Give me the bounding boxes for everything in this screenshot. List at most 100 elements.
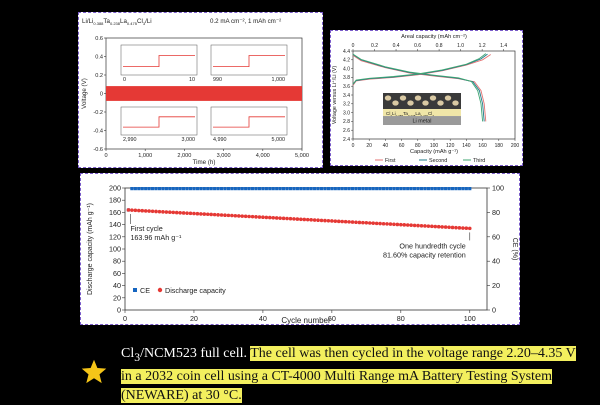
caption-sub: 3: [134, 350, 141, 364]
chart-b-inset-particle: [437, 100, 444, 106]
chart-b-legend-label: Third: [473, 158, 485, 164]
chart-b-svg: Areal capacity (mAh cm⁻²) 0 0.2 0.4 0.6 0.8 1.…: [331, 34, 519, 164]
chart-c-ce-point: [240, 187, 244, 191]
chart-c-capacity-point: [261, 215, 265, 220]
chart-b-xtick-label: 100: [430, 143, 439, 149]
chart-c-capacity-point: [285, 216, 289, 221]
chart-c-ytick-label: 100: [109, 245, 121, 254]
chart-c-ce-point: [157, 187, 162, 191]
chart-c-capacity-point: [312, 218, 317, 222]
chart-c-legend-label: Discharge capacity: [165, 286, 226, 295]
chart-c-ce-point: [440, 187, 444, 191]
chart-c-ce-point: [468, 187, 472, 191]
chart-a-inset-xtick: 5,000: [272, 137, 286, 143]
chart-c-ce-point: [371, 187, 375, 191]
chart-b-xtick-label: 80: [415, 143, 421, 149]
chart-c-ce-point: [461, 187, 465, 191]
chart-c-legend-swatch: [133, 288, 137, 292]
chart-c-ce-point: [381, 187, 386, 191]
chart-c-capacity-point: [381, 221, 386, 226]
chart-c-ce-point: [354, 187, 358, 191]
chart-c-capacity-point: [419, 223, 424, 228]
chart-c-annotation-last-line1: One hundredth cycle: [399, 241, 465, 250]
chart-c-ce-point: [347, 187, 351, 191]
chart-c-capacity-point: [281, 216, 286, 221]
chart-c-capacity-point: [126, 208, 131, 212]
chart-c-capacity-point: [347, 220, 351, 224]
chart-c-ce-point: [168, 187, 172, 191]
chart-b-series-third-charge: [352, 53, 487, 85]
chart-b-xtick-label: 140: [462, 143, 471, 149]
chart-c-ce-point: [330, 187, 334, 191]
chart-c-capacity-point: [199, 212, 203, 216]
chart-c-ce-point: [288, 187, 293, 191]
chart-c-ce-point: [402, 187, 406, 191]
chart-a-xtick-label: 5,000: [295, 153, 309, 159]
chart-c-capacity-point: [292, 217, 296, 221]
chart-c-ce-point: [378, 187, 382, 191]
chart-b-x2tick-label: 0.6: [414, 43, 421, 49]
chart-c-ce-point: [295, 187, 299, 191]
chart-c-capacity-point: [226, 213, 231, 218]
chart-c-capacity-point: [157, 209, 162, 214]
chart-c-ce-point: [178, 187, 182, 191]
chart-c-capacity-point: [216, 213, 220, 217]
chart-c-ce-point: [271, 187, 275, 191]
chart-c-ytick-label: 140: [109, 220, 121, 229]
chart-c-ce-point: [275, 187, 279, 191]
chart-c-capacity-point: [357, 220, 362, 225]
chart-c-capacity-point: [447, 225, 451, 230]
chart-c-capacity-point: [205, 212, 210, 217]
chart-c-capacity-point: [133, 208, 138, 213]
chart-c-ce-point: [219, 187, 224, 191]
chart-c-capacity-point: [374, 221, 379, 226]
chart-c-capacity-point: [150, 209, 155, 214]
chart-c-ce-point: [223, 187, 227, 191]
chart-c-ce-point: [323, 187, 327, 191]
chart-c-xlabel: Cycle number: [281, 316, 331, 324]
chart-a-inset-xtick: 4,990: [213, 137, 227, 143]
chart-c-ytick-label: 160: [109, 208, 121, 217]
chart-c-annotation-first-line2: 163.96 mAh g⁻¹: [130, 233, 182, 242]
chart-c-capacity-point: [443, 225, 448, 229]
chart-c-xtick-label: 60: [328, 314, 336, 323]
chart-b-ytick-label: 2.6: [343, 128, 350, 134]
chart-c-capacity-point: [188, 211, 193, 216]
chart-a-ytick-label: -0.4: [93, 129, 103, 135]
chart-c-ce-point: [409, 187, 413, 191]
chart-c-y2tick-label: 40: [492, 257, 500, 266]
chart-c-ce-point: [206, 187, 210, 191]
chart-a-ylabel: Voltage (V): [81, 78, 88, 109]
chart-c-ce-point: [413, 187, 417, 191]
chart-c-capacity-point: [264, 215, 269, 220]
chart-c-capacity-point: [250, 214, 255, 219]
chart-c-ce-point: [247, 187, 251, 191]
chart-c-ce-point: [454, 187, 458, 191]
chart-a-ytick-label: -0.2: [93, 110, 103, 116]
chart-c-capacity-point: [185, 211, 189, 215]
chart-c-ce-point: [233, 187, 237, 191]
chart-c-ce-point: [326, 187, 331, 191]
chart-c-capacity-point: [461, 226, 465, 230]
chart-c-ce-point: [313, 187, 317, 191]
chart-b-xtick-label: 180: [495, 143, 504, 149]
chart-c-capacity-point: [233, 213, 238, 218]
chart-c-capacity-point: [254, 215, 258, 219]
chart-c-ce-point: [281, 187, 286, 191]
chart-c-xtick-label: 80: [397, 314, 405, 323]
chart-c-ce-point: [316, 187, 320, 191]
chart-c-ce-point: [306, 187, 310, 191]
chart-c-ce-point: [337, 187, 341, 191]
chart-c-ce-point: [171, 187, 175, 191]
chart-c-capacity-point: [305, 217, 310, 222]
chart-c-capacity-point: [430, 224, 434, 229]
chart-b-inset-particle: [429, 95, 437, 101]
chart-c-ce-point: [450, 187, 455, 191]
chart-a-inset-xtick: 3,000: [182, 137, 196, 143]
chart-c-capacity-point: [450, 225, 455, 230]
chart-c-capacity-point: [378, 221, 382, 226]
chart-c-capacity-point: [181, 211, 186, 215]
chart-c-capacity-point: [278, 216, 282, 220]
chart-c-legend-label: CE: [140, 286, 150, 295]
chart-b-xtick-label: 40: [383, 143, 389, 149]
